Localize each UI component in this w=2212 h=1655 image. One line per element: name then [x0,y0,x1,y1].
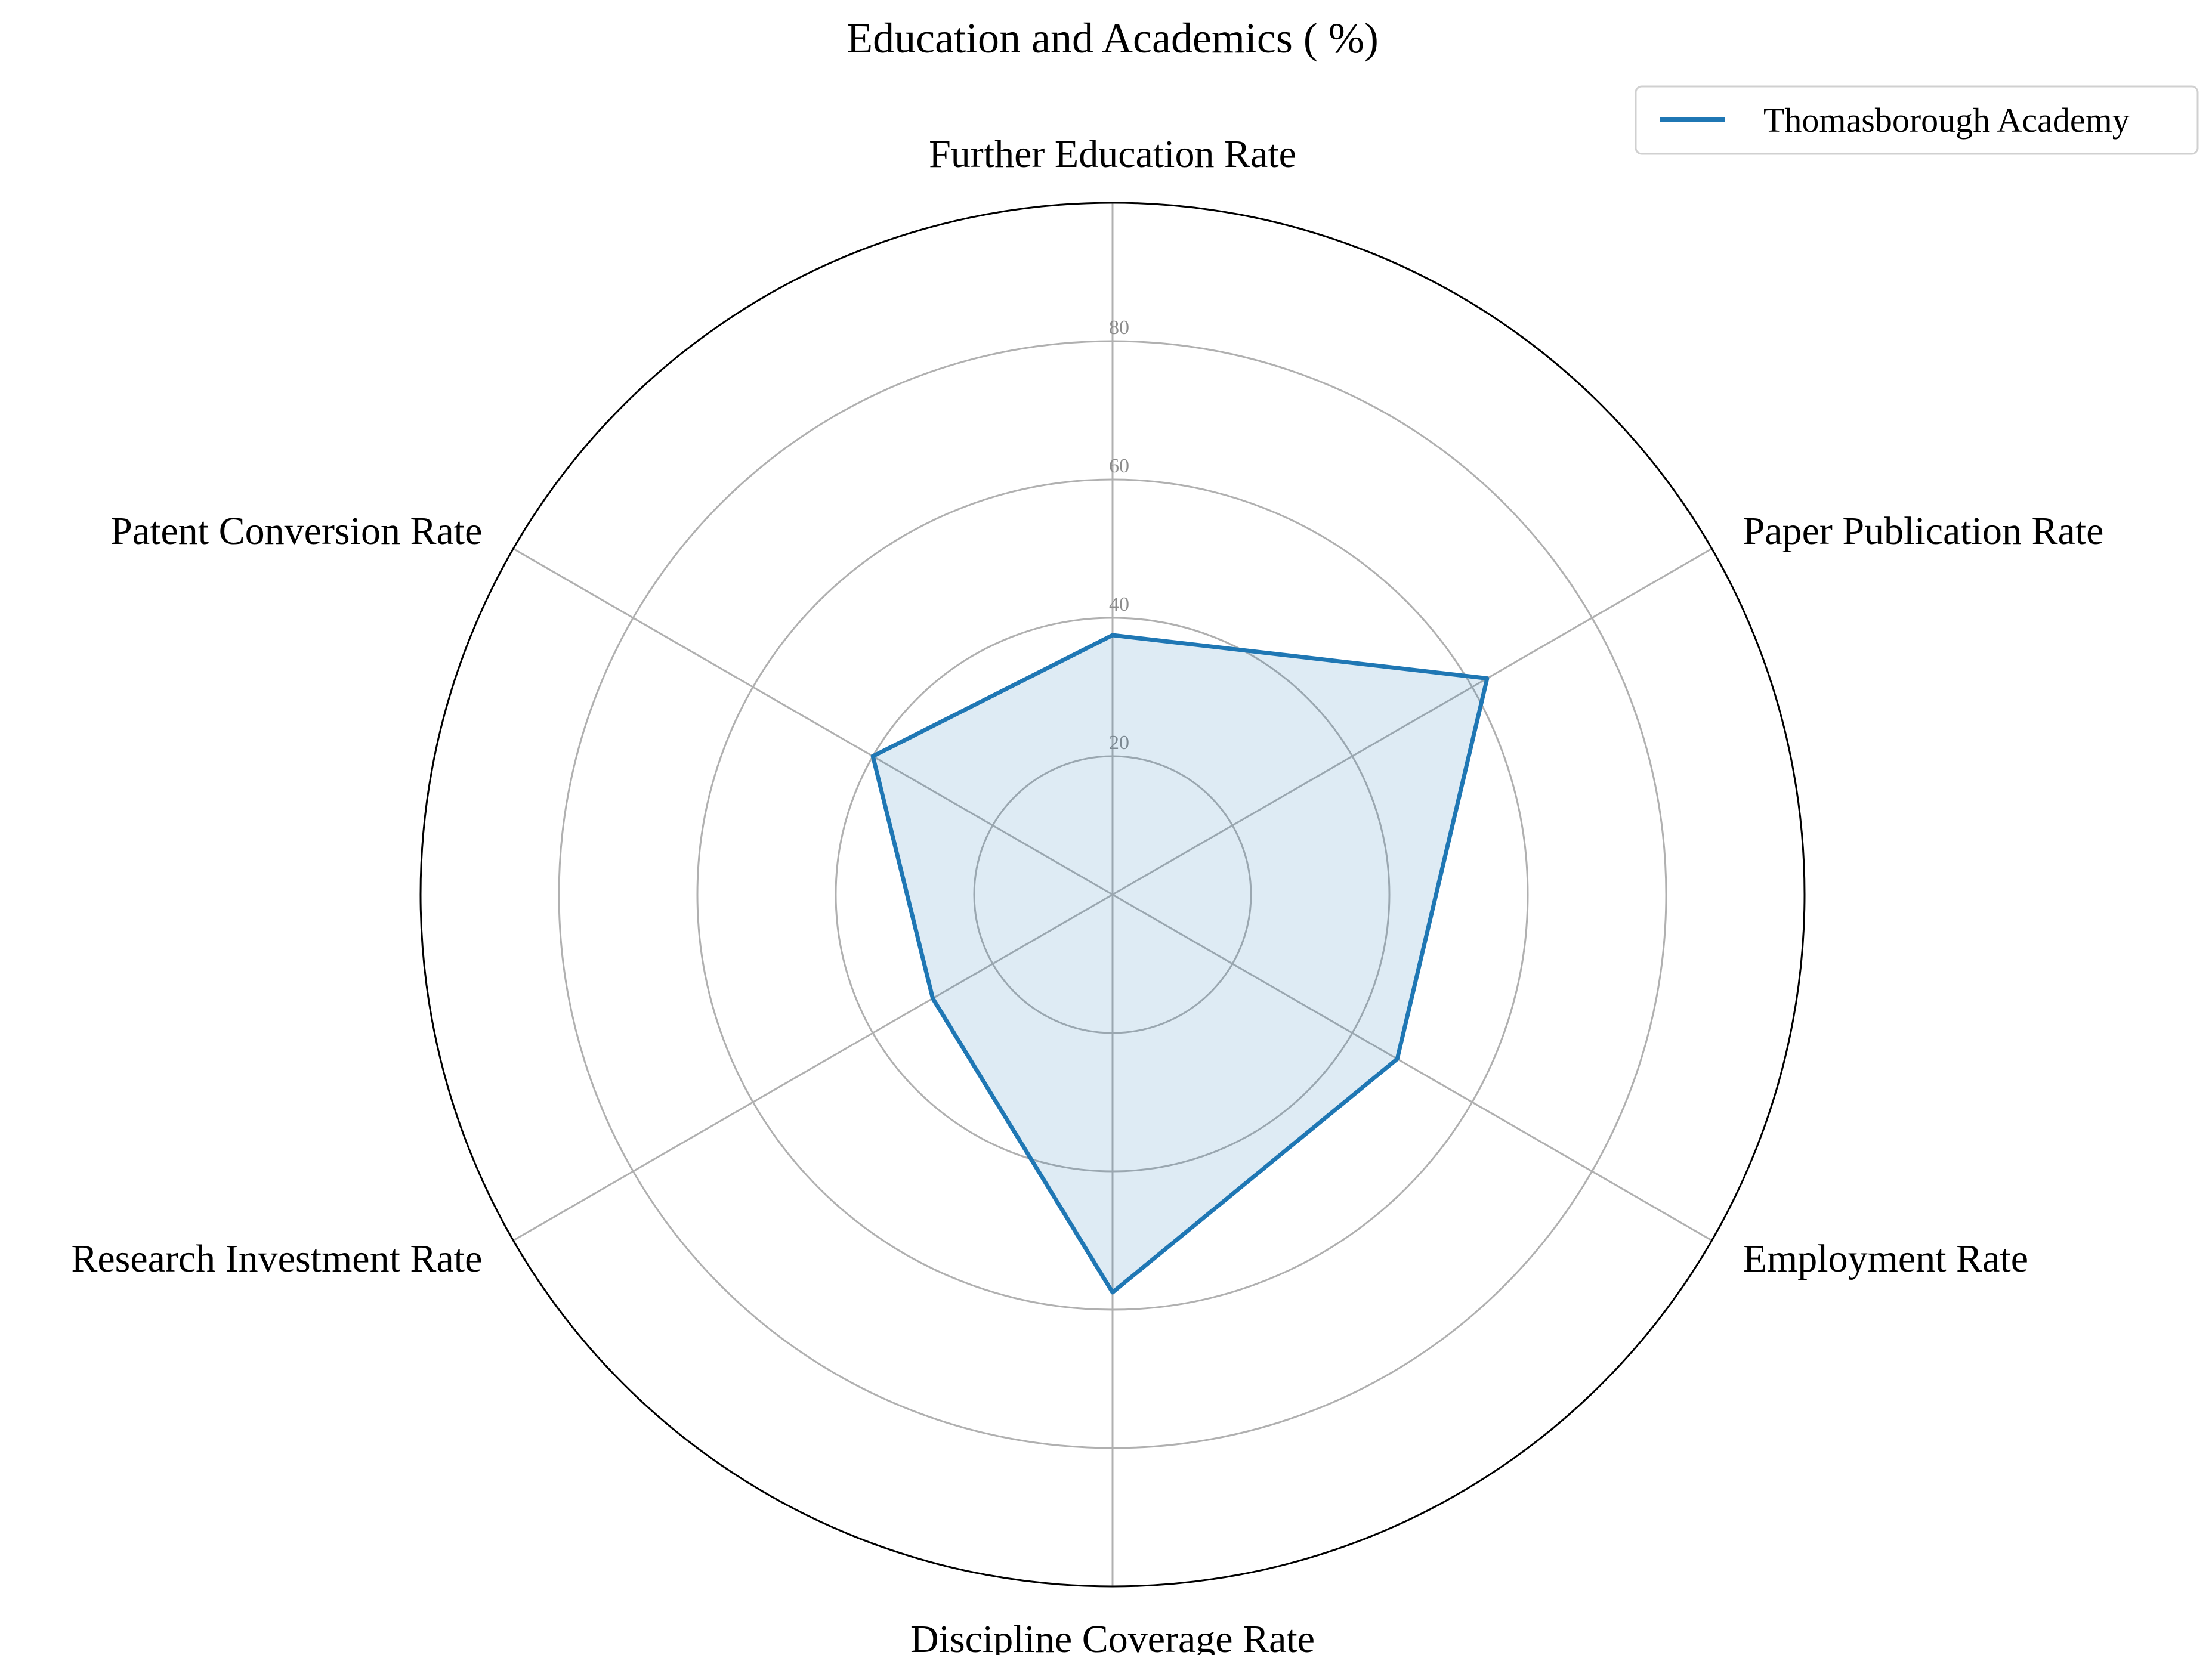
axis-label-research-investment-rate: Research Investment Rate [71,1237,482,1280]
axis-label-paper-publication-rate: Paper Publication Rate [1743,509,2104,553]
radial-tick-label: 80 [1109,317,1129,339]
radial-tick-label: 40 [1109,593,1129,615]
axis-labels: Further Education Rate Paper Publication … [71,132,2103,1655]
axis-label-employment-rate: Employment Rate [1743,1237,2028,1280]
axis-spokes [512,203,1713,1586]
series-fill-area [873,635,1487,1292]
axis-spoke [1112,547,1713,896]
radial-tick-labels: 20 40 60 80 [1109,317,1129,754]
axis-label-further-education-rate: Further Education Rate [929,132,1296,176]
legend-box [1635,85,2199,155]
axis-spoke [512,547,1113,896]
legend-entry-label: Thomasborough Academy [1763,101,2130,140]
outer-frame [419,202,1806,1588]
data-series [870,633,1490,1295]
legend: Thomasborough Academy [1635,85,2199,155]
axis-spoke [512,893,1113,1242]
axis-label-patent-conversion-rate: Patent Conversion Rate [110,509,482,553]
radial-tick-label: 60 [1109,455,1129,477]
chart-title: Education and Academics ( %) [847,14,1379,62]
axis-spoke [1112,893,1713,1242]
series-line [870,633,1490,1295]
radial-tick-label: 20 [1109,732,1129,754]
axis-label-discipline-coverage-rate: Discipline Coverage Rate [910,1617,1315,1655]
